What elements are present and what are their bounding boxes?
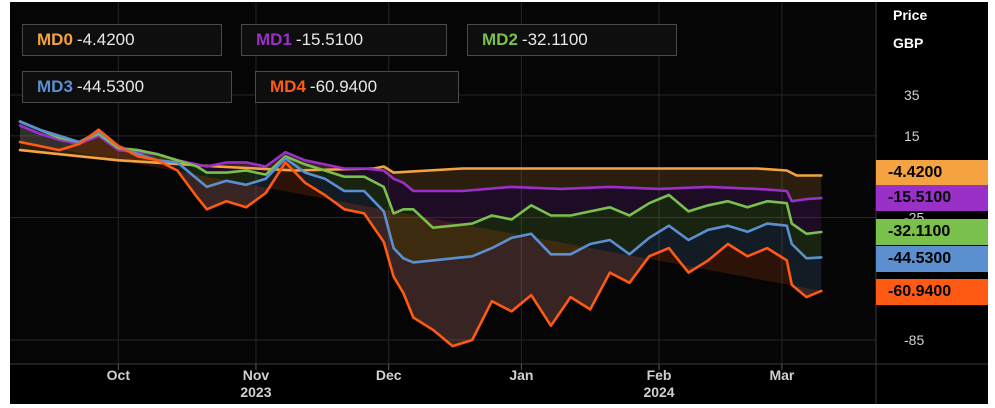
series-band-md3 (20, 121, 822, 347)
last-value-tag-md0: -4.4200 (876, 160, 988, 186)
legend-item-md2[interactable]: MD2 -32.1100 (467, 24, 677, 56)
x-tick-label: Nov (243, 367, 270, 383)
series-band-md0 (20, 125, 822, 202)
legend-series-name: MD1 (256, 30, 292, 49)
x-tick-label: Oct (107, 367, 131, 383)
y-tick-label: -85 (904, 332, 924, 348)
series-lines (18, 120, 823, 348)
x-year-label: 2023 (240, 384, 271, 400)
x-tick-label: Feb (647, 367, 672, 383)
series-band-md2 (20, 121, 822, 263)
series-band-md1 (20, 121, 822, 234)
legend-series-name: MD3 (37, 77, 73, 96)
legend-item-md4[interactable]: MD4 -60.9400 (255, 71, 459, 103)
x-year-label: 2024 (643, 384, 674, 400)
y-tick-label: 15 (904, 128, 920, 144)
legend-series-name: MD2 (482, 30, 518, 49)
series-line-md2[interactable] (18, 120, 823, 236)
plot-area[interactable] (10, 2, 876, 364)
currency-label: GBP (893, 35, 924, 51)
legend-series-value: -4.4200 (76, 30, 135, 49)
legend-item-md0[interactable]: MD0 -4.4200 (22, 24, 222, 56)
legend-item-md1[interactable]: MD1 -15.5100 (241, 24, 447, 56)
series-line-md0[interactable] (18, 148, 823, 177)
legend-series-name: MD0 (37, 30, 73, 49)
x-tick-label: Mar (769, 367, 794, 383)
price-axis-title: Price (893, 7, 928, 23)
legend-series-value: -44.5300 (76, 77, 145, 96)
series-line-md4[interactable] (18, 128, 823, 348)
series-line-md3[interactable] (18, 120, 823, 264)
legend-series-value: -15.5100 (295, 30, 364, 49)
x-tick-label: Dec (376, 367, 402, 383)
x-tick-label: Jan (509, 367, 533, 383)
legend-item-md3[interactable]: MD3 -44.5300 (22, 71, 232, 103)
legend-series-value: -60.9400 (309, 77, 378, 96)
legend-series-name: MD4 (270, 77, 306, 96)
last-value-tag-md1: -15.5100 (876, 185, 988, 211)
last-value-tag-md3: -44.5300 (876, 246, 988, 272)
last-value-tag-md2: -32.1100 (876, 219, 988, 245)
y-tick-label: 35 (904, 87, 920, 103)
last-value-tag-md4: -60.9400 (876, 279, 988, 305)
legend-series-value: -32.1100 (521, 30, 588, 49)
